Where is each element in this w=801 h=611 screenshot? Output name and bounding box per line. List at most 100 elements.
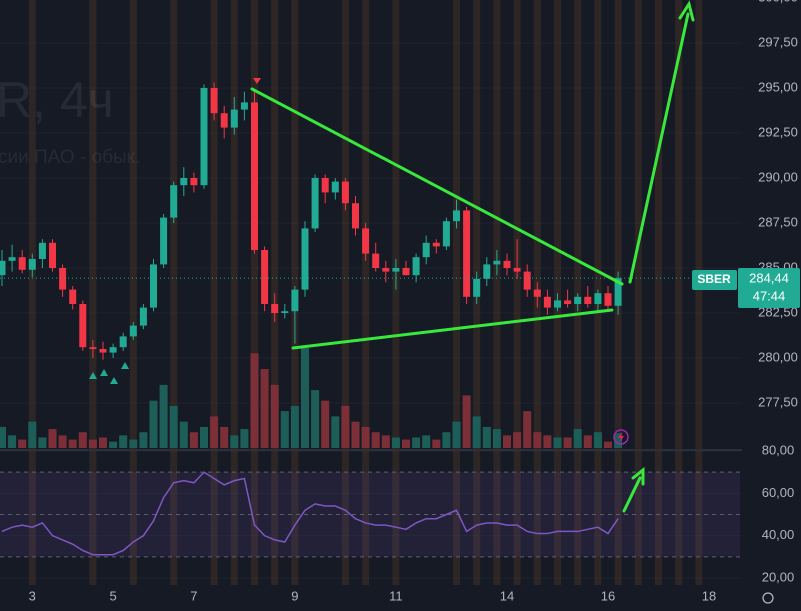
volume-bar [462,395,471,448]
volume-bar [68,439,77,448]
candle-body [493,260,501,265]
candle-body [180,178,188,186]
volume-bar [543,435,552,448]
candle-body [412,257,420,276]
volume-bar [432,439,441,448]
candle-body [99,349,107,353]
candle-body [533,289,541,297]
candle-body [463,210,471,297]
volume-bar [230,435,239,448]
volume-bar [442,432,451,448]
volume-bar [371,432,380,448]
volume-bar [482,426,491,448]
trend-line [250,87,624,286]
x-tick-label: 3 [29,588,36,603]
candle-body [220,113,228,128]
volume-bar [301,348,309,448]
volume-bar [0,426,6,448]
buy-marker [110,377,118,384]
countdown: 47:44 [753,288,786,303]
candle-body [594,293,602,304]
y-tick-label: 292,50 [758,124,798,139]
volume-bar [573,429,582,448]
session-stripe [574,0,582,585]
candle-body [210,88,218,114]
volume-bar [139,432,148,448]
volume-bar [361,426,370,448]
y-tick-label: 290,00 [758,169,798,184]
candle-body [402,268,410,276]
session-stripe [493,0,501,585]
candle-body [372,253,380,268]
candle-body [382,268,390,272]
candle-body [432,242,440,247]
y-tick-label: 287,50 [758,214,798,229]
y-tick-label: 282,50 [758,304,798,319]
candle-body [311,178,319,229]
candle-body [513,268,521,272]
session-stripe [210,0,218,585]
symbol-label: SBER [697,272,731,286]
candle-body [139,307,147,326]
volume-bar [351,421,360,448]
volume-bar [523,411,532,448]
candle-body [362,228,370,254]
session-stripe [271,0,279,585]
x-tick-label: 16 [601,588,615,603]
candle-body [79,304,87,348]
volume-bar [553,437,562,448]
candle-body [8,257,16,261]
arrow-head [678,0,695,22]
volume-bar [422,435,431,448]
volume-bar [260,369,269,448]
session-stripe [655,0,662,585]
volume-bar [18,439,27,448]
session-stripe [129,0,137,585]
x-tick-label: 5 [109,588,116,603]
candle-body [129,325,137,337]
volume-bar [99,437,107,448]
volume-bar [563,437,572,448]
candle-body [321,178,329,193]
volume-bar [78,432,87,448]
candle-body [301,228,309,290]
volume-bar [48,429,57,448]
arrow-head [631,466,645,486]
candle-body [89,347,97,349]
volume-bar [109,441,118,448]
candle-body [160,217,168,265]
volume-bar [402,439,410,448]
sell-marker [253,78,261,84]
event-icon[interactable] [613,429,629,445]
volume-bar [200,426,208,448]
volume-bar [321,400,330,448]
session-stripe [230,0,238,585]
volume-bar [270,384,279,448]
volume-bar [159,384,168,448]
drawings [250,0,695,513]
volume-bar [250,353,259,448]
buy-marker [100,369,108,376]
candle-body [331,181,339,193]
candle-body [352,203,359,229]
volume-bar [604,441,612,448]
volume-bar [492,429,501,448]
session-stripe [392,0,400,585]
volume-bar [179,421,188,448]
volume-bar [220,426,229,448]
settings-icon[interactable] [762,592,774,604]
y-tick-label: 295,00 [758,79,798,94]
rsi-tick-label: 60,00 [762,485,795,500]
last-price-label: 284,44 [749,270,789,285]
watermark-subtitle: сии ПАО - обык. [0,147,140,168]
volume-bar [38,437,47,448]
candle-body [271,304,279,313]
session-stripe [170,0,178,585]
candle-body [422,242,430,258]
y-tick-label: 280,00 [758,349,798,364]
candle-body [170,185,178,218]
trend-line [291,308,614,350]
session-stripe [28,0,36,585]
candle-body [483,264,491,279]
symbol-badge [692,270,737,290]
